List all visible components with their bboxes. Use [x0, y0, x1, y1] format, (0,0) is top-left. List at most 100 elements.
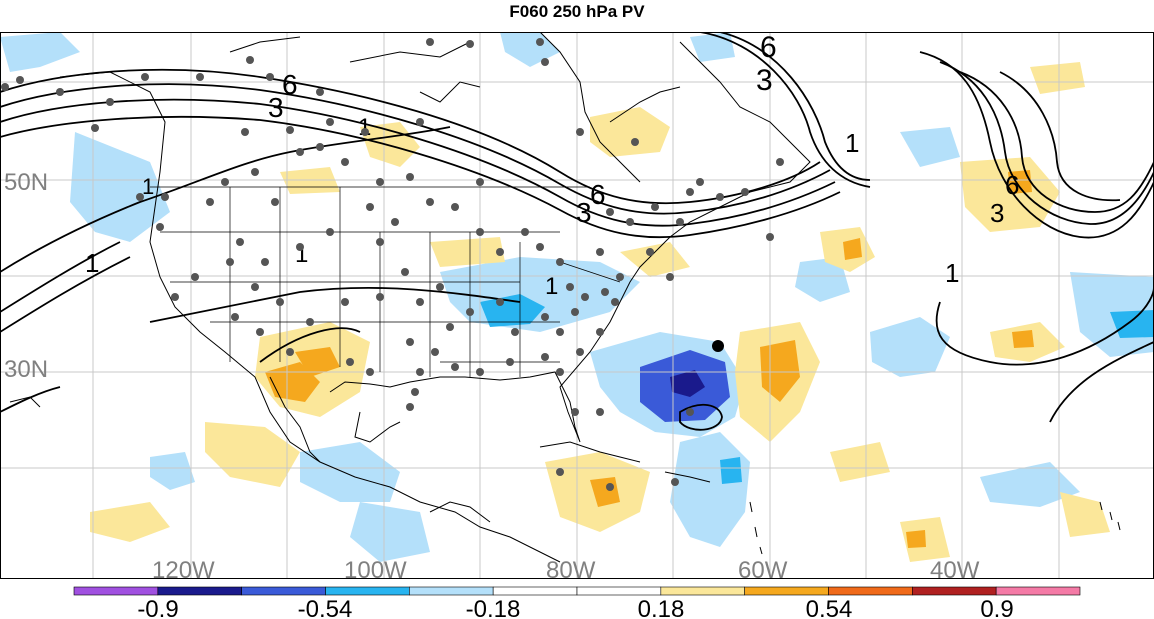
station-dot — [251, 168, 259, 176]
station-dot — [266, 73, 274, 81]
station-dot — [366, 368, 374, 376]
contour-label: 3 — [756, 64, 773, 97]
station-dot — [496, 298, 504, 306]
station-dot — [191, 273, 199, 281]
station-dot — [256, 328, 264, 336]
station-dot — [696, 178, 704, 186]
station-dot — [576, 348, 584, 356]
colorbar-box — [660, 586, 745, 596]
station-dot — [536, 243, 544, 251]
station-dot — [156, 223, 164, 231]
pv-map: 6 3 6 3 1 6 3 1 1 1 1 1 6 3 1 50N 30N 12… — [0, 32, 1154, 579]
station-dot — [376, 178, 384, 186]
station-dot — [391, 218, 399, 226]
station-dot — [341, 158, 349, 166]
station-dot — [56, 88, 64, 96]
contour-label: 1 — [358, 114, 371, 141]
station-dot — [226, 258, 234, 266]
pv-contours — [0, 32, 1154, 431]
station-dot — [631, 138, 639, 146]
station-dot — [436, 283, 444, 291]
lat-label: 30N — [4, 356, 48, 383]
colorbar-box — [995, 586, 1081, 596]
station-dot — [231, 313, 239, 321]
station-dot — [496, 248, 504, 256]
station-dot — [236, 238, 244, 246]
station-dot — [536, 38, 544, 46]
station-dot — [411, 388, 419, 396]
station-dot — [556, 468, 564, 476]
station-dot — [521, 228, 529, 236]
colorbar-box — [912, 586, 997, 596]
station-dot — [376, 238, 384, 246]
contour-label: 6 — [590, 179, 606, 210]
station-dot — [511, 328, 519, 336]
station-dot — [286, 348, 294, 356]
contour-label: 6 — [760, 32, 777, 64]
station-dot — [596, 248, 604, 256]
lon-label: 60W — [738, 557, 788, 579]
station-dot — [556, 258, 564, 266]
colorbar-box — [325, 586, 410, 596]
station-dot — [686, 188, 694, 196]
station-dot — [476, 178, 484, 186]
lat-label: 50N — [4, 169, 48, 196]
station-dot — [316, 88, 324, 96]
contour-labels: 6 3 6 3 1 6 3 1 1 1 1 1 6 3 1 — [85, 32, 1019, 300]
station-dot — [246, 56, 254, 64]
station-dot — [506, 358, 514, 366]
station-dot — [361, 128, 369, 136]
station-dot — [541, 353, 549, 361]
contour-label: 3 — [990, 198, 1004, 228]
station-dot — [576, 128, 584, 136]
colorbar-tick-label: -0.18 — [466, 596, 521, 619]
station-dot — [241, 128, 249, 136]
station-dot — [686, 408, 694, 416]
station-dot — [416, 298, 424, 306]
station-dot — [596, 328, 604, 336]
station-dot — [606, 483, 614, 491]
station-dot — [196, 73, 204, 81]
contour-label: 3 — [576, 197, 592, 228]
station-dot — [776, 158, 784, 166]
station-dot — [666, 273, 674, 281]
station-dot — [106, 98, 114, 106]
colorbar: -0.9 -0.54 -0.18 0.18 0.54 0.9 — [73, 586, 1081, 619]
station-dot — [261, 258, 269, 266]
station-dot — [571, 408, 579, 416]
station-dot — [171, 293, 179, 301]
contour-label: 1 — [85, 248, 99, 278]
station-dot — [406, 173, 414, 181]
station-dot — [416, 368, 424, 376]
colorbar-tick-label: 0.9 — [980, 596, 1013, 619]
lon-label: 100W — [344, 557, 407, 579]
contour-label: 6 — [282, 69, 298, 100]
state-borders — [150, 186, 621, 377]
station-dot — [221, 178, 229, 186]
colorbar-box — [492, 586, 578, 596]
station-dot — [741, 188, 749, 196]
colorbar-ticks: -0.9 -0.54 -0.18 0.18 0.54 0.9 — [137, 596, 1013, 619]
station-dot — [406, 403, 414, 411]
contour-label: 1 — [545, 273, 558, 300]
station-dot — [346, 358, 354, 366]
station-dot — [606, 208, 614, 216]
colorbar-box — [744, 586, 829, 596]
contour-label: 1 — [945, 258, 959, 288]
station-dot — [596, 408, 604, 416]
colorbar-box — [828, 586, 913, 596]
station-dot — [296, 243, 304, 251]
contour-label: 1 — [845, 128, 859, 158]
station-dot — [416, 118, 424, 126]
colorbar-tick-label: -0.9 — [137, 596, 178, 619]
station-dot — [251, 283, 259, 291]
station-dot — [646, 248, 654, 256]
station-dot — [426, 198, 434, 206]
station-dot — [466, 40, 474, 48]
station-dot — [366, 203, 374, 211]
station-dot — [326, 118, 334, 126]
station-dot — [611, 298, 619, 306]
station-markers — [1, 38, 784, 491]
station-dot — [16, 76, 24, 84]
station-dot — [566, 283, 574, 291]
